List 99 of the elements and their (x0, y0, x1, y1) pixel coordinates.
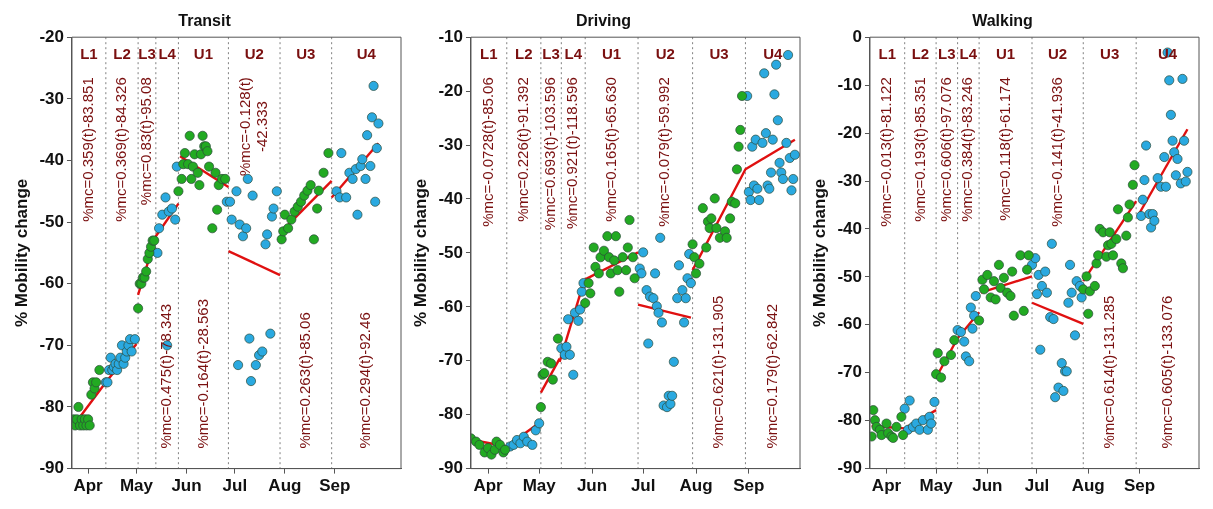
annotation: L2 (911, 45, 930, 63)
y-tick-label: -50 (39, 211, 64, 231)
annotation: %mc=-0.141(t)-41.936 (1047, 77, 1065, 227)
y-tick-label: -70 (438, 350, 463, 370)
x-tick-label: May (919, 476, 954, 496)
y-axis-title: % Mobility change (11, 178, 31, 328)
x-tick-label: Apr (871, 476, 902, 496)
y-axis-title: % Mobility change (410, 178, 430, 328)
y-tick-label: 0 (852, 26, 862, 46)
y-tick-label: -80 (837, 410, 862, 430)
y-tick-label: -10 (837, 74, 862, 94)
annotation: L3 (938, 45, 956, 63)
annotation: %mc=0.369(t)-84.326 (112, 77, 130, 222)
annotation: L4 (959, 45, 978, 63)
y-axis-title: % Mobility change (809, 178, 829, 328)
annotation: %mc=0.693(t)-103.596 (541, 77, 559, 231)
annotation: L3 (138, 45, 156, 63)
annotation: %mc=0.475(t)-78.343 (157, 303, 175, 449)
y-tick-label: -10 (438, 26, 463, 46)
annotation: U3 (709, 45, 729, 63)
annotation: %mc=0.621(t)-131.905 (709, 295, 727, 449)
x-tick-label: Sep (733, 476, 765, 496)
annotation: %mc=-0.079(t)-59.992 (655, 77, 673, 227)
annotation: %mc=0.83(t)-95.08 (137, 77, 155, 206)
annotation: U2 (655, 45, 675, 63)
y-tick-label: -20 (39, 26, 64, 46)
x-tick-label: Apr (73, 476, 104, 496)
y-tick-label: -80 (39, 396, 64, 416)
y-tick-label: -70 (39, 335, 64, 355)
annotation: %mc=0.359(t)-83.851 (79, 77, 97, 222)
chart-title: Driving (575, 12, 632, 30)
annotation: L1 (878, 45, 897, 63)
annotation: U4 (356, 45, 377, 63)
annotation: %mc=0.165(t)-65.630 (601, 77, 619, 222)
annotation: %mc=0.294(t)-92.46 (356, 312, 374, 449)
x-tick-label: Jun (576, 476, 608, 496)
annotation: %mc=0.606(t)-97.076 (936, 77, 954, 222)
annotation: %mc=0.384(t)-83.246 (958, 77, 976, 222)
x-tick-label: Aug (1071, 476, 1105, 496)
annotation: L1 (480, 45, 498, 63)
y-tick-label: -40 (837, 218, 862, 238)
annotation: U2 (244, 45, 264, 63)
annotation: %mc=-0.164(t)-28.563 (193, 298, 211, 449)
chart-title: Transit (178, 12, 232, 30)
annotation: L4 (564, 45, 583, 63)
annotation: U1 (193, 45, 214, 63)
y-tick-label: -70 (837, 362, 862, 382)
annotation: L2 (515, 45, 533, 63)
annotation: %mc=0.226(t)-91.392 (513, 77, 531, 222)
annotation: %mc=-0.128(t) -42.333 (235, 77, 270, 176)
annotation: L4 (158, 45, 177, 63)
annotation: %mc=0.193(t)-85.351 (910, 77, 928, 222)
x-tick-label: Jul (1024, 476, 1050, 496)
y-tick-label: -30 (39, 88, 64, 108)
annotation: %mc=0.263(t)-85.06 (295, 312, 313, 449)
annotation: %mc=0.921(t)-118.596 (563, 77, 581, 230)
annotation: U3 (1100, 45, 1120, 63)
annotation: U1 (602, 45, 622, 63)
y-tick-label: -40 (438, 188, 463, 208)
x-tick-label: Jul (630, 476, 656, 496)
y-tick-label: -30 (837, 170, 862, 190)
x-tick-label: Jun (171, 476, 202, 496)
annotation: %mc=0.179(t)-62.842 (762, 303, 780, 449)
y-tick-label: -60 (39, 273, 64, 293)
x-tick-label: Aug (268, 476, 302, 496)
x-tick-label: May (522, 476, 557, 496)
y-tick-label: -30 (438, 134, 463, 154)
x-tick-label: Jul (222, 476, 248, 496)
y-tick-label: -50 (438, 242, 463, 262)
x-tick-label: Sep (319, 476, 351, 496)
annotation: U1 (995, 45, 1016, 63)
y-tick-label: -20 (438, 80, 463, 100)
x-tick-label: Sep (1123, 476, 1156, 496)
annotation: %mc=0.605(t)-133.076 (1157, 295, 1175, 449)
y-tick-label: -50 (837, 266, 862, 286)
annotation: L1 (80, 45, 98, 63)
annotation: U4 (763, 45, 783, 63)
annotation: %mc=0.614(t)-131.285 (1099, 295, 1117, 449)
y-tick-label: -60 (438, 296, 463, 316)
annotation: U4 (1157, 45, 1178, 63)
x-tick-label: May (119, 476, 154, 496)
y-tick-label: -40 (39, 150, 64, 170)
y-tick-label: -20 (837, 122, 862, 142)
chart-title: Walking (972, 12, 1033, 30)
y-tick-label: -90 (39, 458, 64, 478)
annotation: %mc=0.118(t)-61.174 (995, 77, 1013, 221)
y-tick-label: -90 (837, 458, 862, 478)
x-tick-label: Jun (972, 476, 1003, 496)
annotation: L2 (113, 45, 131, 63)
annotation: %mc=-0.013(t)-81.122 (877, 77, 895, 227)
x-tick-label: Apr (473, 476, 504, 496)
annotation: %mc=-0.0728(t)-85.06 (479, 77, 497, 227)
annotation: U3 (296, 45, 316, 63)
y-tick-label: -60 (837, 314, 862, 334)
x-tick-label: Aug (679, 476, 713, 496)
annotation: L3 (542, 45, 560, 63)
y-tick-label: -80 (438, 404, 463, 424)
y-tick-label: -90 (438, 458, 463, 478)
annotation: U2 (1048, 45, 1068, 63)
